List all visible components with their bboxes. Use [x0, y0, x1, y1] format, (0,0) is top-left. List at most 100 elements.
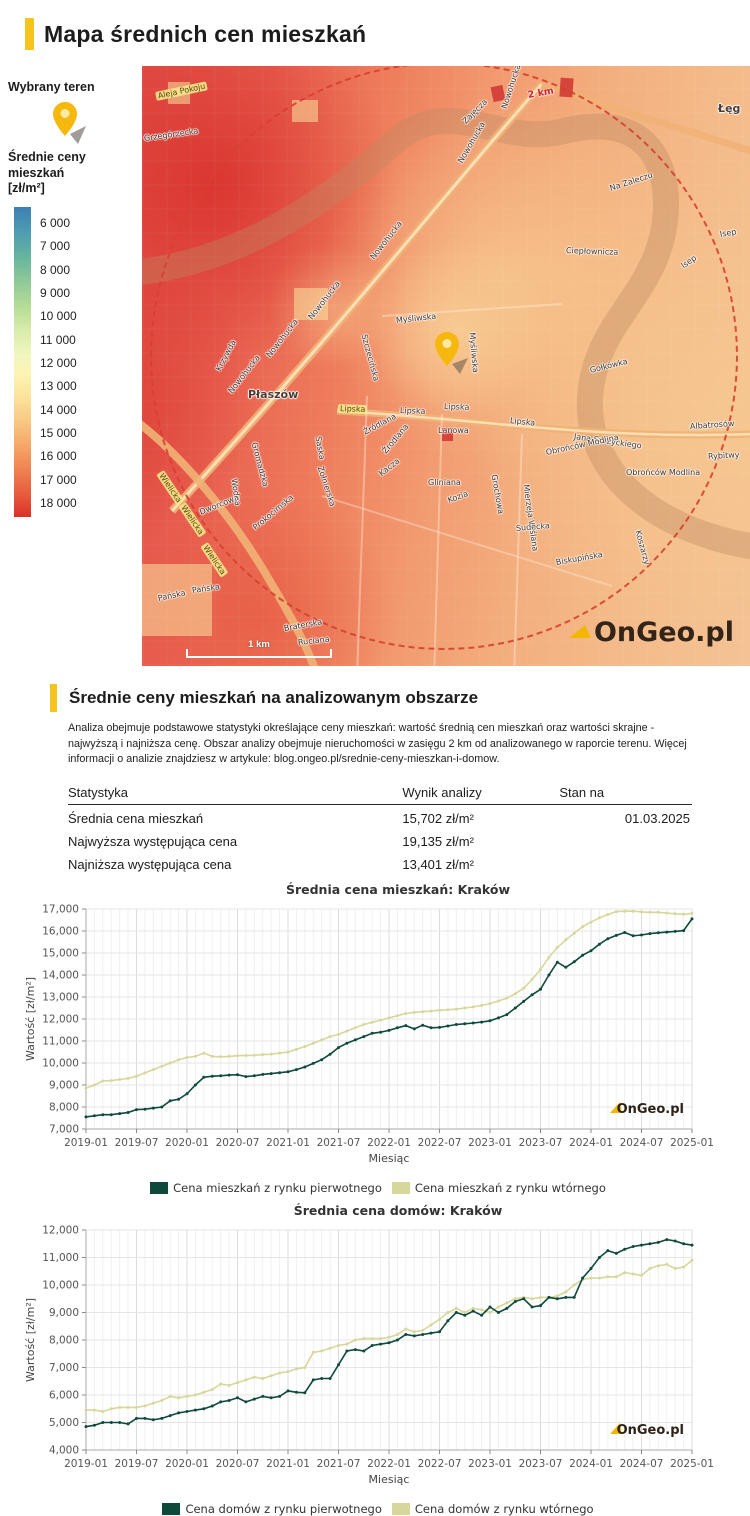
svg-text:2025-01: 2025-01: [670, 1458, 714, 1470]
analysis-radius-circle: [150, 66, 738, 650]
svg-text:Wartość [zł/m²]: Wartość [zł/m²]: [24, 1298, 37, 1382]
accent-bar: [25, 18, 34, 50]
legend-tick-label: 15 000: [40, 425, 77, 440]
street-label: Lipska: [399, 406, 426, 416]
houses-chart-block: Średnia cena domów: Kraków 4,000 5,000 6,0…: [22, 1203, 734, 1516]
map-scale-bar: [186, 649, 332, 658]
color-scale: 6 000 7 000 8 000 9 000 10 000 11 000 12 000 13…: [8, 206, 140, 521]
legend-tick-label: 13 000: [40, 379, 77, 394]
legend-tick-label: 16 000: [40, 449, 77, 464]
svg-text:2019-07: 2019-07: [115, 1458, 159, 1470]
svg-text:7,000: 7,000: [49, 1123, 79, 1135]
map-pin-icon: [48, 100, 88, 148]
svg-text:8,000: 8,000: [49, 1334, 79, 1346]
map-section-heading: Mapa średnich cen mieszkań: [25, 18, 750, 50]
legend-item-primary: Cena mieszkań z rynku pierwotnego: [150, 1181, 382, 1195]
stats-table: Statystyka Wynik analizy Stan na Średnia c…: [68, 781, 692, 874]
legend-item-secondary: Cena domów z rynku wtórnego: [391, 1501, 594, 1516]
stat-date: [559, 828, 692, 851]
svg-text:5,000: 5,000: [49, 1417, 79, 1429]
street-label: Lipska: [443, 402, 470, 412]
stat-value: 19,135 zł/m²: [402, 833, 474, 849]
svg-text:9,000: 9,000: [49, 1079, 79, 1091]
price-heatmap-map[interactable]: Aleja Pokoju Grzegórzecka Zajęcza Nowohucka…: [142, 66, 750, 666]
stats-row: Najwyższa występująca cena 19,135 zł/m²: [68, 828, 692, 851]
stat-date: [559, 851, 692, 874]
ongeo-logo-text: OnGeo.pl: [593, 617, 734, 648]
svg-text:13,000: 13,000: [42, 991, 79, 1003]
page-title: Mapa średnich cen mieszkań: [44, 20, 367, 47]
legend-unit: [zł/m²]: [8, 181, 45, 196]
stats-column-header: Wynik analizy: [402, 781, 560, 805]
legend-tick-label: 17 000: [40, 472, 77, 487]
svg-text:11,000: 11,000: [42, 1035, 79, 1047]
legend-item-primary: Cena domów z rynku pierwotnego: [162, 1502, 382, 1516]
svg-text:2020-01: 2020-01: [165, 1458, 209, 1470]
legend-item-secondary: Cena mieszkań z rynku wtórnego: [391, 1181, 606, 1195]
houses-price-chart[interactable]: 4,000 5,000 6,000 7,000 8,000 9,000 10,000 11,0…: [22, 1218, 734, 1500]
svg-text:2024-01: 2024-01: [569, 1137, 613, 1149]
svg-text:2024-01: 2024-01: [569, 1458, 613, 1470]
svg-text:2022-07: 2022-07: [418, 1137, 462, 1149]
ongeo-triangle-icon: [568, 625, 591, 638]
svg-text:14,000: 14,000: [42, 969, 79, 981]
analysis-description: Analiza obejmuje podstawowe statystyki o…: [68, 722, 687, 766]
stats-table-body: Średnia cena mieszkań 15,702 zł/m² 01.03.2…: [68, 804, 692, 874]
legend-tick-label: 8 000: [40, 262, 71, 277]
svg-text:8,000: 8,000: [49, 1101, 79, 1113]
selected-area-marker: [430, 330, 470, 378]
map-section: Wybrany teren Średnie ceny mieszkań [zł/…: [0, 66, 750, 666]
legend-tick-label: 12 000: [40, 355, 77, 370]
svg-text:9,000: 9,000: [49, 1307, 79, 1319]
svg-text:2019-01: 2019-01: [64, 1137, 108, 1149]
selected-area-label: Wybrany teren: [8, 80, 95, 94]
primary-series-swatch: [162, 1502, 181, 1515]
legend-tick-label: 9 000: [40, 285, 71, 300]
place-label: Łęg: [718, 102, 741, 115]
stat-value: 15,702 zł/m²: [402, 810, 474, 826]
svg-text:4,000: 4,000: [49, 1444, 79, 1456]
svg-text:2023-07: 2023-07: [519, 1137, 563, 1149]
stat-label: Najniższa występująca cena: [68, 856, 232, 872]
svg-text:10,000: 10,000: [42, 1279, 79, 1291]
svg-text:2023-07: 2023-07: [519, 1458, 563, 1470]
stat-label: Średnia cena mieszkań: [68, 810, 204, 826]
svg-text:2024-07: 2024-07: [620, 1458, 664, 1470]
accent-bar: [50, 684, 57, 712]
svg-text:2021-07: 2021-07: [317, 1458, 361, 1470]
stats-table-header: Statystyka Wynik analizy Stan na: [68, 781, 692, 805]
svg-text:2021-01: 2021-01: [266, 1458, 310, 1470]
svg-text:2023-01: 2023-01: [468, 1137, 512, 1149]
apartments-chart-legend: Cena mieszkań z rynku pierwotnego Cena m…: [22, 1181, 734, 1195]
color-gradient-bar: [14, 206, 31, 517]
street-label: Rybitwy: [707, 450, 740, 461]
apartments-price-chart[interactable]: 7,000 8,000 9,000 10,000 11,000 12,000 13,000 1…: [22, 897, 734, 1179]
stat-value: 13,401 zł/m²: [402, 856, 474, 872]
legend-title: Średnie ceny mieszkań: [8, 150, 86, 180]
svg-text:Miesiąc: Miesiąc: [369, 1473, 410, 1486]
svg-text:2025-01: 2025-01: [670, 1137, 714, 1149]
svg-text:2020-01: 2020-01: [165, 1137, 209, 1149]
primary-series-swatch: [150, 1181, 169, 1194]
svg-text:2024-07: 2024-07: [620, 1137, 664, 1149]
svg-text:2022-07: 2022-07: [418, 1458, 462, 1470]
place-label: Płaszów: [248, 388, 299, 401]
svg-text:Miesiąc: Miesiąc: [369, 1152, 410, 1165]
map-scale-label: 1 km: [248, 639, 270, 650]
svg-text:10,000: 10,000: [42, 1057, 79, 1069]
svg-text:2020-07: 2020-07: [216, 1458, 260, 1470]
houses-chart-legend: Cena domów z rynku pierwotnego Cena domó…: [22, 1502, 734, 1516]
svg-text:2021-07: 2021-07: [317, 1137, 361, 1149]
heat-patch: [142, 564, 212, 636]
street-label: Lanowa: [438, 426, 469, 435]
svg-text:2019-07: 2019-07: [115, 1137, 159, 1149]
ongeo-logo: OnGeo.pl: [568, 617, 734, 648]
svg-text:12,000: 12,000: [42, 1224, 79, 1236]
svg-text:6,000: 6,000: [49, 1389, 79, 1401]
svg-text:12,000: 12,000: [42, 1013, 79, 1025]
houses-chart-title: Średnia cena domów: Kraków: [293, 1202, 503, 1218]
secondary-series-label: Cena domów z rynku wtórnego: [414, 1501, 594, 1516]
secondary-series-swatch: [391, 1502, 410, 1515]
svg-text:16,000: 16,000: [42, 925, 79, 937]
svg-text:2019-01: 2019-01: [64, 1458, 108, 1470]
